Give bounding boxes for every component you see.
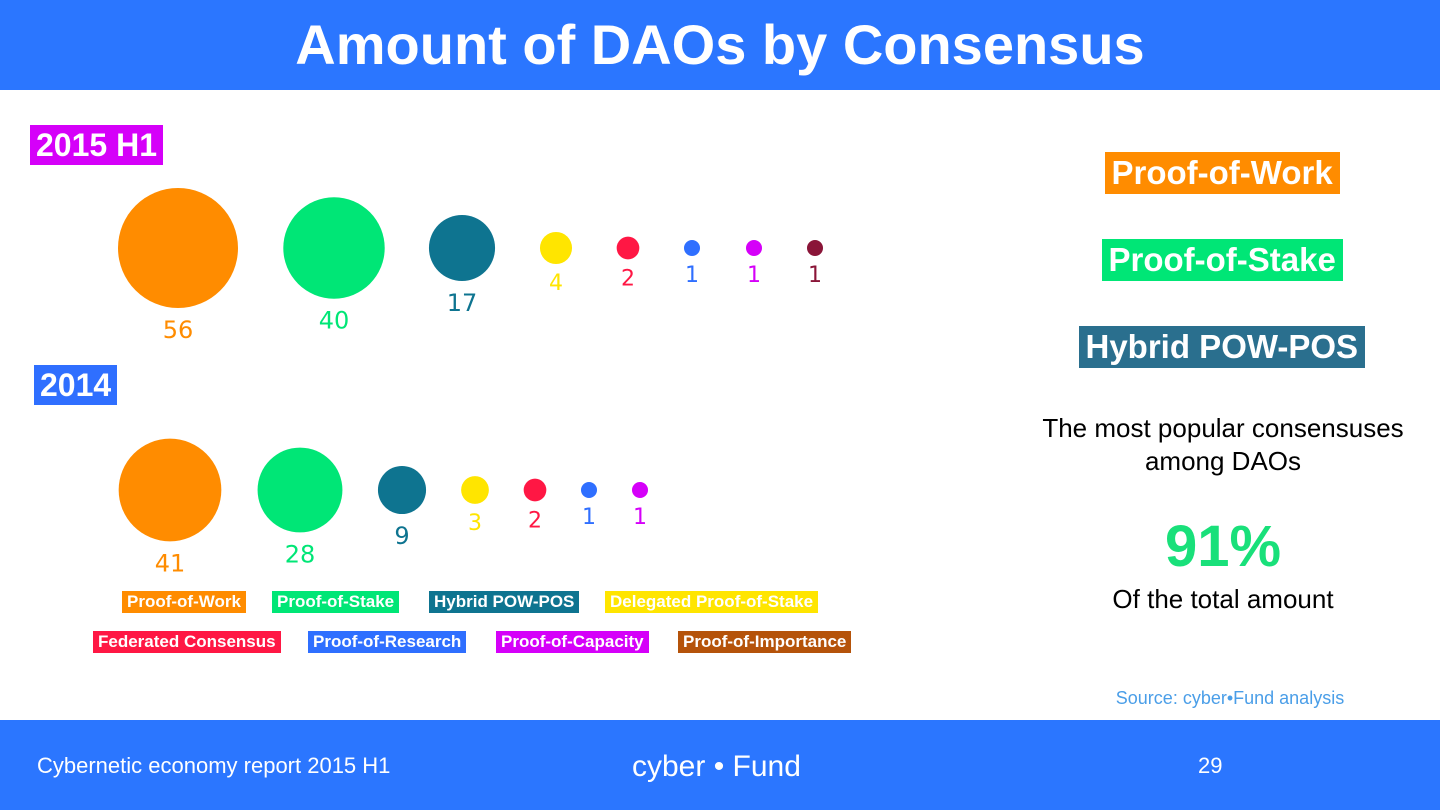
legend-item: Proof-of-Importance [678, 631, 852, 653]
side-tag-proof-of-stake: Proof-of-Stake [1101, 239, 1343, 281]
legend-item: Hybrid POW-POS [429, 591, 580, 613]
bubble-value-label: 4 [549, 271, 563, 296]
bubble-value-label: 40 [319, 307, 350, 335]
bubble-2014-proof-of-capacity [631, 481, 649, 499]
bubble-2015-delegated-proof-of-stake [539, 231, 573, 265]
period-label-2015: 2015 H1 [30, 125, 163, 165]
page-number: 29 [1198, 753, 1223, 778]
bubble-2015-proof-of-capacity [745, 239, 763, 257]
bubble-2014-federated-consensus [523, 478, 547, 502]
bubble-2014-proof-of-work [118, 438, 222, 542]
bubble-2015-federated-consensus [616, 236, 640, 260]
page-title: Amount of DAOs by Consensus [295, 13, 1145, 76]
legend-item: Proof-of-Stake [272, 591, 400, 613]
bubble-chart: 56 40 17 4 2 1 1 1 41 28 9 3 2 1 1 [118, 188, 824, 577]
legend-item: Delegated Proof-of-Stake [605, 591, 819, 613]
bubble-2015-proof-of-stake [283, 197, 385, 299]
bubble-value-label: 41 [155, 549, 186, 577]
bubble-value-label: 1 [633, 505, 647, 530]
bubble-2015-proof-of-work [118, 188, 238, 308]
legend-item: Federated Consensus [93, 631, 281, 653]
source-note: Source: cyber•Fund analysis [1115, 688, 1345, 708]
legend-item: Proof-of-Capacity [496, 631, 649, 653]
bubble-value-label: 56 [163, 316, 194, 344]
bubble-value-label: 2 [621, 266, 635, 291]
bubble-2015-hybrid-pow-pos [428, 214, 496, 282]
bubble-value-label: 3 [468, 511, 482, 536]
bubble-value-label: 28 [285, 540, 316, 568]
bubble-value-label: 1 [808, 263, 822, 288]
bubble-value-label: 1 [747, 263, 761, 288]
percent-value: 91% [1164, 514, 1282, 579]
legend-item: Proof-of-Work [122, 591, 246, 613]
note-line-2: among DAOs [1144, 446, 1302, 476]
header-bar [0, 0, 1440, 90]
footer-bar: Cybernetic economy report 2015 H1 cyber … [0, 720, 1440, 810]
bubble-2014-delegated-proof-of-stake [461, 476, 489, 504]
side-tag-proof-of-work: Proof-of-Work [1104, 152, 1340, 194]
period-label-2014: 2014 [34, 365, 118, 405]
bubble-2014-proof-of-research [580, 481, 598, 499]
footer-report-title: Cybernetic economy report 2015 H1 [37, 753, 391, 778]
bubble-2015-proof-of-importance [806, 239, 824, 257]
bubble-value-label: 1 [685, 263, 699, 288]
bubble-2015-proof-of-research [683, 239, 701, 257]
legend-item: Proof-of-Research [308, 631, 467, 653]
bubble-value-label: 9 [394, 522, 409, 550]
bubble-value-label: 2 [528, 508, 542, 533]
footer-brand-logo: cyber • Fund [632, 750, 801, 783]
side-tag-hybrid-pow-pos: Hybrid POW-POS [1078, 326, 1366, 368]
bubble-2014-hybrid-pow-pos [377, 465, 427, 515]
bubble-value-label: 17 [447, 289, 478, 317]
note-line-1: The most popular consensuses [1042, 413, 1404, 443]
bubble-value-label: 1 [582, 505, 596, 530]
percent-caption: Of the total amount [1112, 584, 1334, 614]
bubble-2014-proof-of-stake [257, 447, 343, 533]
